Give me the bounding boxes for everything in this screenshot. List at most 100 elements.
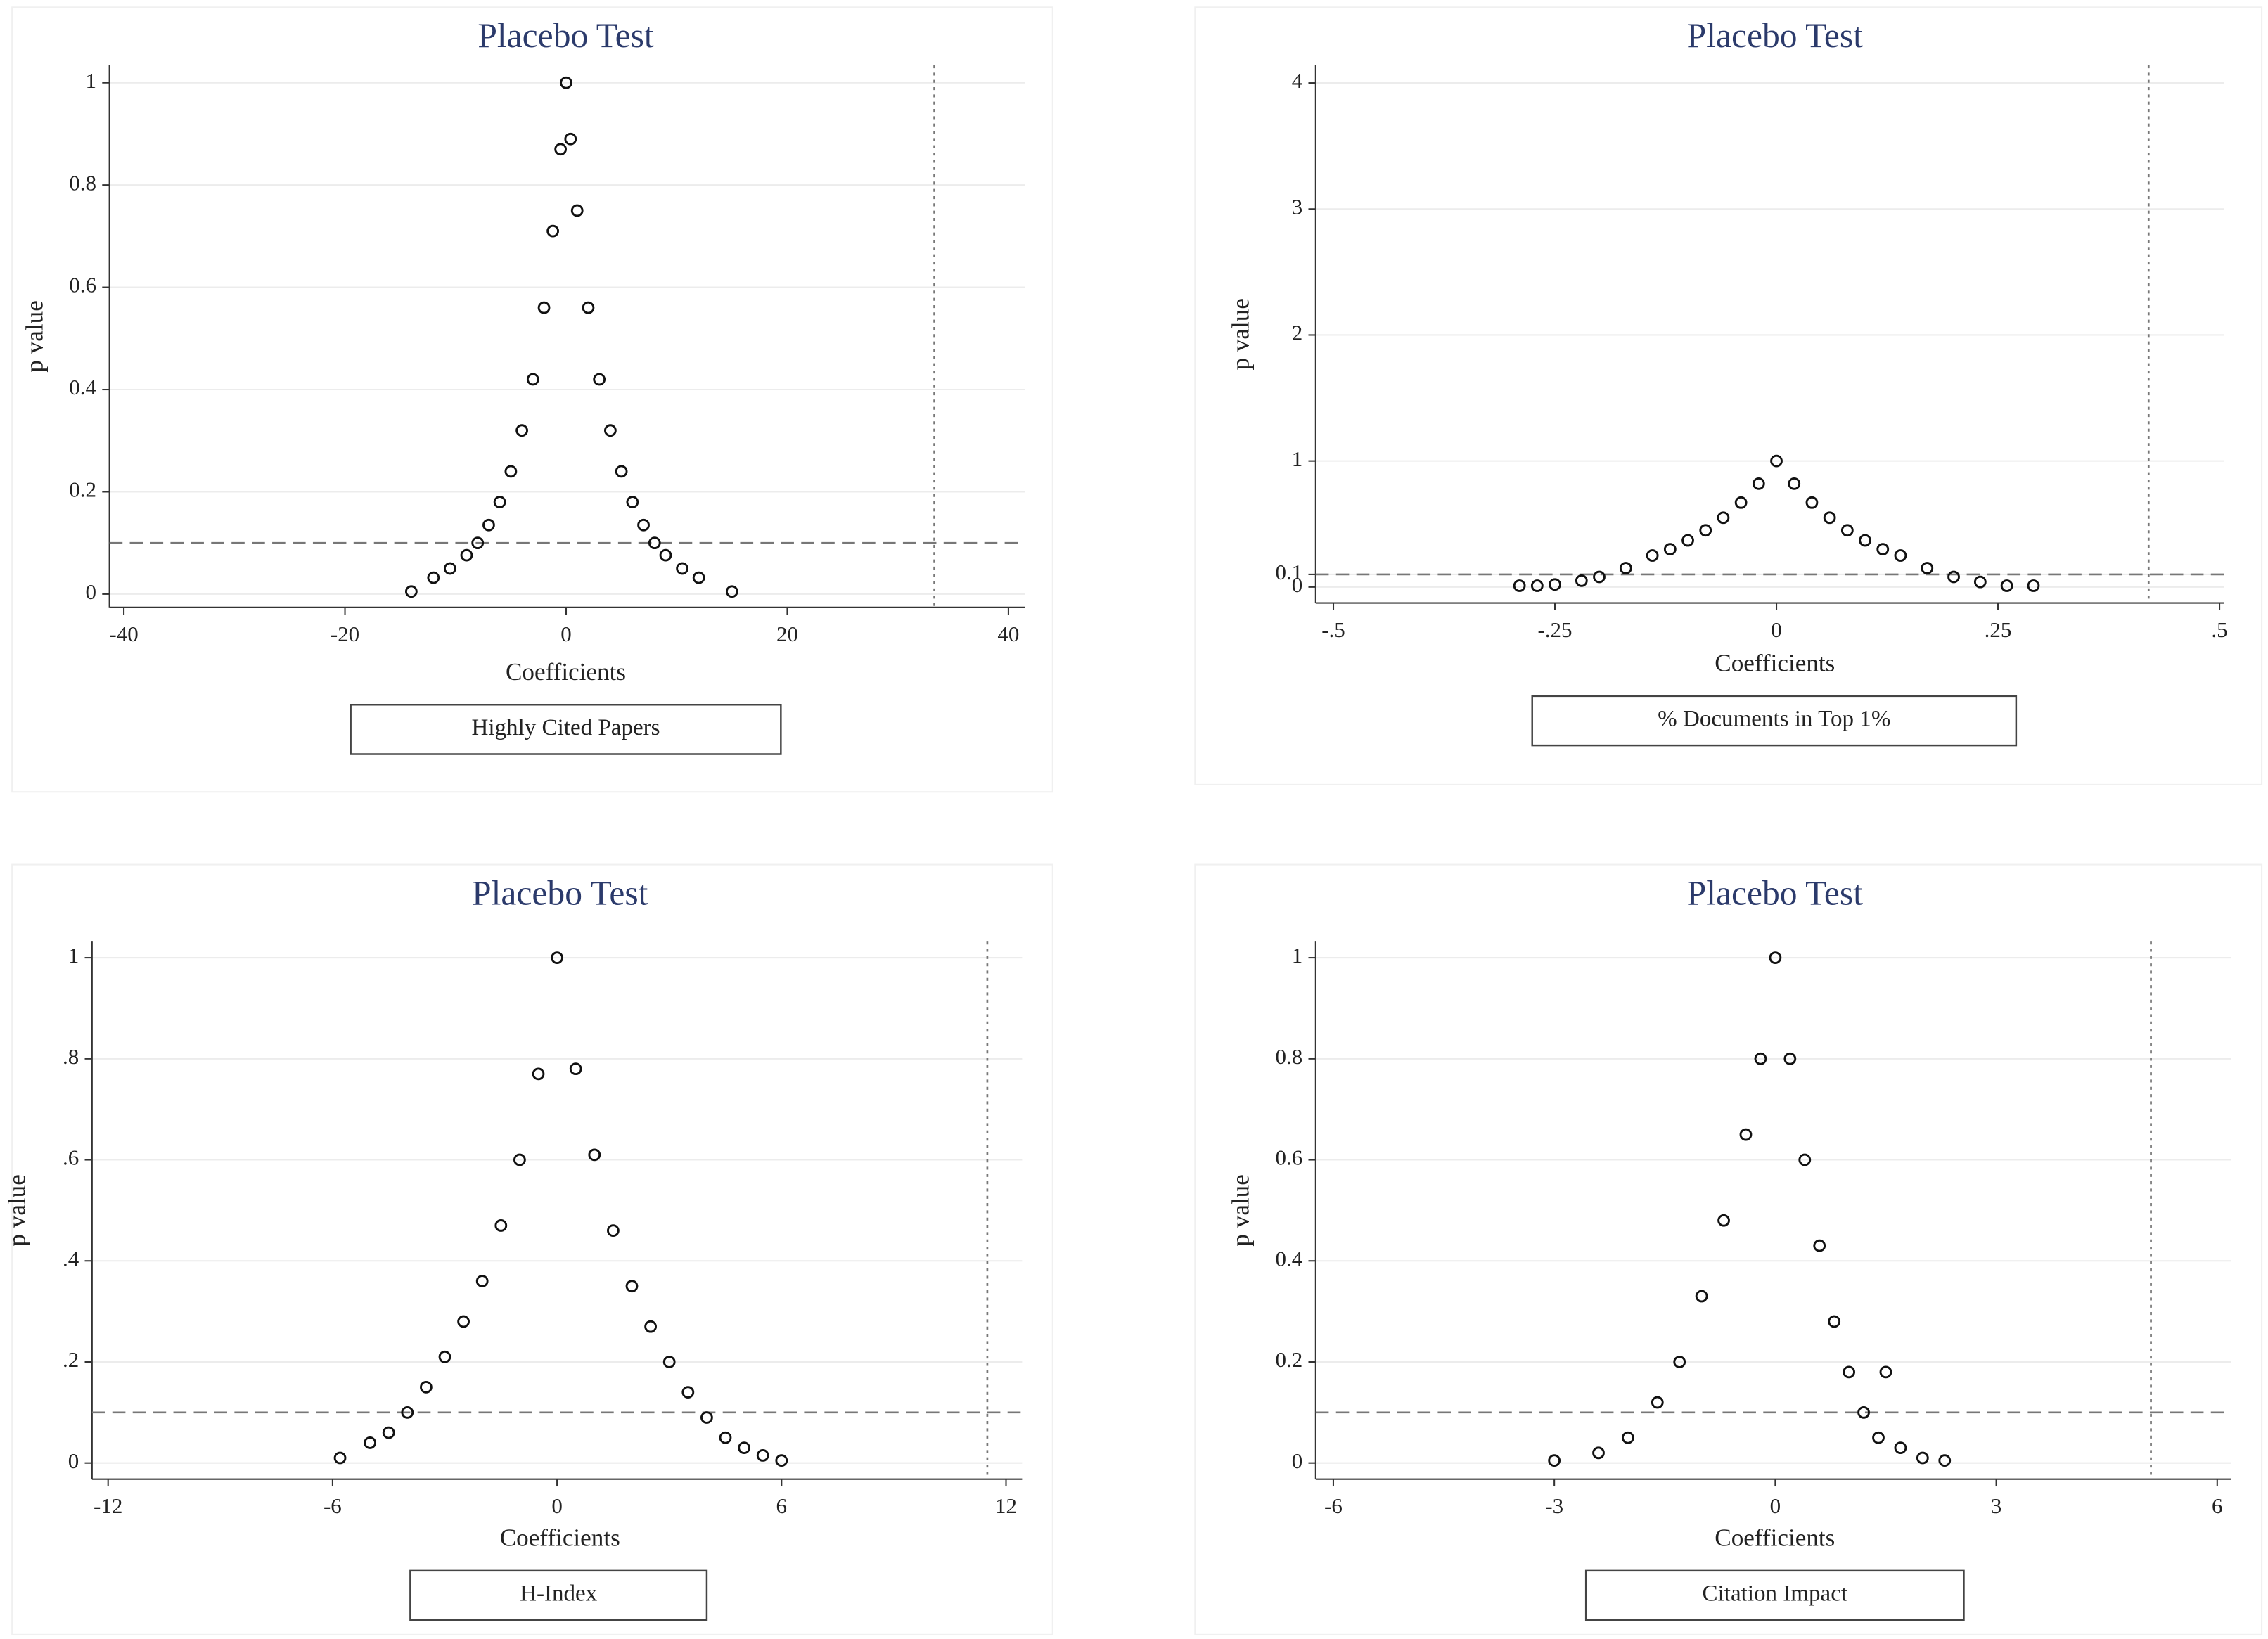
- y-tick-label: 4: [1292, 68, 1303, 93]
- point: [1651, 1396, 1664, 1409]
- caption: H-Index: [520, 1581, 598, 1607]
- point: [1916, 1451, 1929, 1465]
- point: [1513, 579, 1526, 592]
- point: [1530, 579, 1544, 592]
- point: [662, 1356, 676, 1368]
- caption-box: [1531, 695, 2018, 747]
- point: [1788, 477, 1801, 490]
- panel: [1194, 863, 2263, 1635]
- point: [526, 373, 539, 386]
- y-tick-label: 1: [86, 68, 96, 93]
- point: [1798, 1153, 1812, 1166]
- x-tick-label: 6: [776, 1493, 788, 1518]
- point: [1894, 1441, 1907, 1455]
- panel: [11, 863, 1053, 1635]
- point: [1754, 1052, 1767, 1065]
- point: [775, 1454, 788, 1467]
- point: [515, 424, 528, 437]
- y-tick-label: 0: [68, 1448, 79, 1473]
- y-tick-label: 0.6: [69, 273, 96, 297]
- point: [719, 1431, 732, 1444]
- point: [551, 951, 563, 964]
- point: [1872, 1431, 1885, 1444]
- point: [554, 143, 568, 156]
- point: [537, 301, 551, 314]
- point: [700, 1411, 713, 1424]
- point: [1973, 575, 1987, 589]
- chart-title: Placebo Test: [478, 16, 654, 55]
- point: [382, 1426, 395, 1439]
- x-tick-label: -3: [1545, 1493, 1563, 1518]
- point: [1938, 1454, 1952, 1467]
- y-tick-label: 0.2: [1275, 1347, 1302, 1372]
- point: [648, 536, 661, 550]
- point: [1575, 574, 1588, 587]
- point: [756, 1449, 769, 1462]
- y-tick-label: 0: [1292, 572, 1303, 597]
- x-tick-label: 3: [1991, 1493, 2002, 1518]
- point: [659, 548, 672, 562]
- point: [1857, 1406, 1870, 1419]
- y-axis-label: p value: [20, 300, 48, 372]
- point: [676, 562, 688, 575]
- point: [681, 1386, 695, 1399]
- x-tick-label: 6: [2212, 1493, 2223, 1518]
- point: [593, 373, 606, 386]
- point: [1770, 454, 1783, 468]
- point: [493, 496, 506, 508]
- point: [364, 1436, 376, 1449]
- chart-title: Placebo Test: [1687, 16, 1864, 55]
- y-tick-label: 0.6: [1275, 1145, 1302, 1170]
- x-tick-label: 0: [560, 622, 572, 646]
- point: [607, 1224, 620, 1238]
- point: [1622, 1431, 1634, 1444]
- point: [1699, 524, 1712, 537]
- point: [2000, 579, 2013, 592]
- point: [444, 562, 456, 575]
- point: [1646, 549, 1659, 562]
- point: [1947, 570, 1960, 584]
- y-tick-label: 1: [68, 943, 79, 968]
- point: [1663, 543, 1677, 555]
- point: [1695, 1290, 1708, 1303]
- point: [1673, 1356, 1686, 1368]
- point: [637, 518, 650, 532]
- point: [1823, 511, 1836, 525]
- point: [1876, 543, 1890, 555]
- point: [1717, 1214, 1730, 1227]
- point: [1828, 1315, 1841, 1328]
- point: [1681, 534, 1694, 547]
- caption-box: [350, 704, 782, 755]
- panel: [1194, 6, 2263, 785]
- point: [1859, 534, 1871, 547]
- y-tick-label: 0: [86, 579, 96, 604]
- point: [420, 1381, 433, 1394]
- y-tick-label: 0.4: [69, 375, 96, 399]
- point: [1805, 496, 1819, 509]
- x-tick-label: -40: [109, 622, 138, 646]
- point: [482, 518, 495, 532]
- x-tick-label: 0: [1771, 617, 1782, 642]
- point: [560, 76, 572, 89]
- point: [626, 496, 639, 508]
- point: [1592, 1446, 1605, 1460]
- point: [494, 1219, 508, 1232]
- point: [615, 465, 628, 478]
- point: [1879, 1365, 1892, 1379]
- x-tick-label: 0: [1770, 1493, 1781, 1518]
- y-axis-label: p value: [4, 1174, 31, 1246]
- x-tick-label: 12: [995, 1493, 1017, 1518]
- point: [1717, 511, 1730, 525]
- point: [582, 301, 595, 314]
- x-tick-label: .25: [1985, 617, 2012, 642]
- point: [460, 548, 473, 562]
- y-tick-label: 1: [1292, 943, 1303, 968]
- x-tick-label: 40: [997, 622, 1019, 646]
- x-tick-label: -6: [323, 1493, 342, 1518]
- point: [513, 1153, 526, 1166]
- x-axis-label: Coefficients: [1715, 650, 1835, 677]
- point: [1783, 1052, 1797, 1065]
- point: [604, 424, 617, 437]
